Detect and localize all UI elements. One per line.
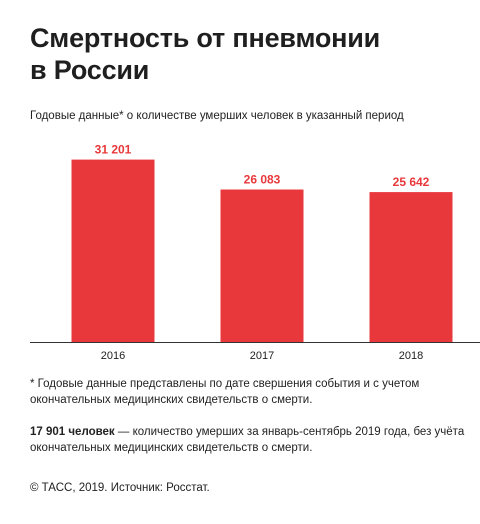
stat-note: 17 901 человек — количество умерших за я… <box>30 424 475 456</box>
chart-subtitle: Годовые данные* о количестве умерших чел… <box>30 110 404 122</box>
value-label-2018: 25 642 <box>393 175 430 189</box>
value-label-2016: 31 201 <box>95 143 132 157</box>
bar-2017 <box>220 189 304 342</box>
stat-note-bold: 17 901 человек <box>30 426 115 438</box>
chart-title-line-2: в России <box>30 55 150 85</box>
bar-2018 <box>369 192 453 342</box>
source-credit: © ТАСС, 2019. Источник: Росстат. <box>30 482 210 494</box>
chart-title-line-1: Смертность от пневмонии <box>30 23 381 53</box>
bars-layer <box>71 159 453 342</box>
bar-2016 <box>71 159 155 342</box>
chart-title: Смертность от пневмонии в России <box>30 22 450 86</box>
bar-chart: 31 201 2016 26 083 2017 25 642 2018 <box>30 143 480 362</box>
value-label-2017: 26 083 <box>244 173 281 187</box>
stat-note-text: — количество умерших за январь-сентябрь … <box>30 426 465 454</box>
x-tick-label-2016: 2016 <box>101 350 125 362</box>
x-tick-label-2018: 2018 <box>399 350 423 362</box>
x-tick-label-2017: 2017 <box>250 350 274 362</box>
footnote: * Годовые данные представлены по дате св… <box>30 378 420 406</box>
labels-layer: 31 201 2016 26 083 2017 25 642 2018 <box>95 143 430 362</box>
